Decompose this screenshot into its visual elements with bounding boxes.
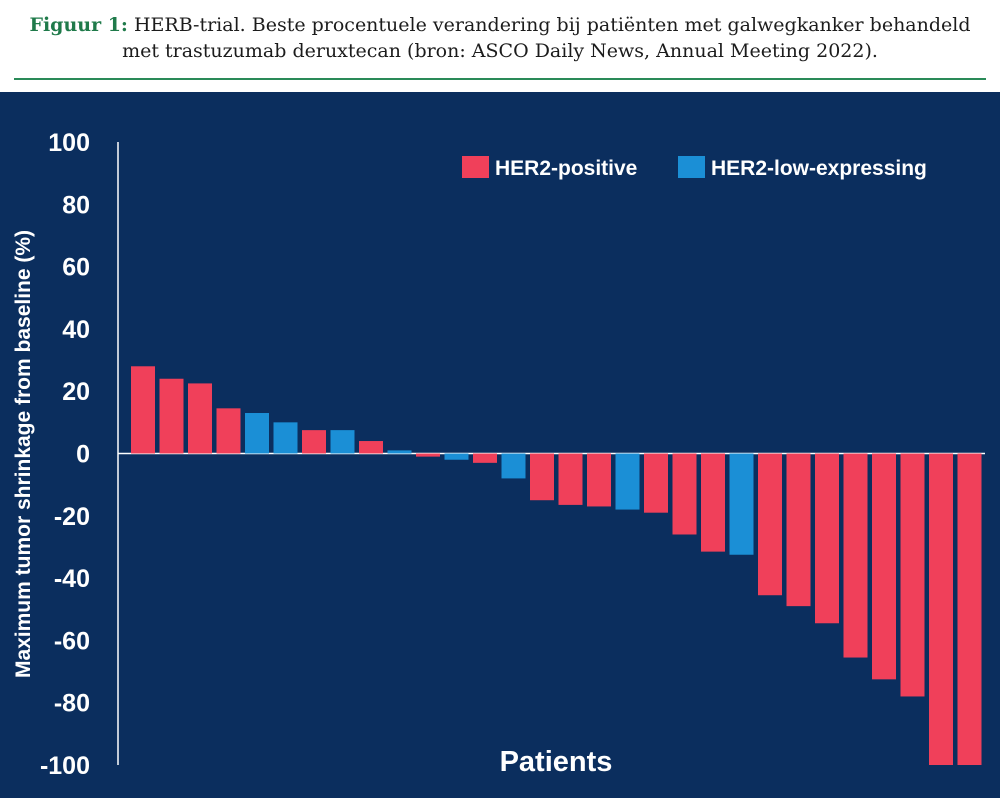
bar [786, 453, 811, 607]
legend-label: HER2-low-expressing [711, 157, 927, 180]
y-tick-label: -60 [54, 627, 90, 655]
legend-label: HER2-positive [495, 157, 637, 180]
bar [729, 453, 754, 555]
legend-swatch [462, 156, 489, 178]
chart-panel: 100 80 60 40 20 0 -20 -40 -60 -80 -100 Maximum tum… [0, 92, 1000, 798]
bar [387, 450, 412, 454]
caption-label: Figuur 1: [29, 14, 128, 36]
bar [587, 453, 611, 507]
y-tick-label: -20 [54, 503, 90, 531]
y-tick-label: -80 [54, 690, 90, 718]
bar [330, 430, 355, 454]
bar [929, 453, 953, 765]
bar [900, 453, 925, 697]
bar [444, 453, 469, 460]
bar [672, 453, 697, 535]
figure-caption: Figuur 1: HERB-trial. Beste procentuele … [0, 0, 1000, 92]
bar [530, 453, 554, 501]
bar [216, 408, 241, 454]
y-tick-label: 100 [48, 129, 90, 157]
y-tick-label: 60 [62, 254, 90, 282]
bar [872, 453, 896, 680]
y-tick-label: 80 [62, 191, 90, 219]
y-tick-label: -100 [40, 752, 90, 780]
x-axis-label: Patients [500, 746, 613, 778]
y-tick-label: 0 [76, 441, 90, 469]
bar [701, 453, 725, 552]
bar [273, 422, 298, 454]
bar-group [131, 366, 982, 765]
bar [758, 453, 782, 596]
legend-swatch [678, 156, 705, 178]
legend: HER2-positive HER2-low-expressing [462, 156, 927, 180]
y-axis-ticks: 100 80 60 40 20 0 -20 -40 -60 -80 -100 [40, 129, 90, 780]
bar [302, 430, 326, 454]
caption-divider [14, 78, 986, 80]
bar [159, 378, 184, 454]
y-axis-label: Maximum tumor shrinkage from baseline (%… [12, 230, 35, 678]
bar [188, 383, 212, 454]
bar [501, 453, 526, 479]
bar [815, 453, 839, 624]
y-tick-label: -40 [54, 565, 90, 593]
bar [957, 453, 982, 765]
y-tick-label: 40 [62, 316, 90, 344]
y-tick-label: 20 [62, 378, 90, 406]
caption-text: Figuur 1: HERB-trial. Beste procentuele … [10, 12, 990, 64]
bar [615, 453, 640, 510]
bar [558, 453, 583, 505]
bar [416, 453, 440, 457]
bar [473, 453, 497, 463]
bar [245, 413, 269, 454]
bar [359, 441, 383, 454]
bar [131, 366, 155, 454]
caption-body: HERB-trial. Beste procentuele veranderin… [122, 14, 971, 62]
bar [644, 453, 668, 513]
bar [843, 453, 868, 658]
waterfall-chart: 100 80 60 40 20 0 -20 -40 -60 -80 -100 Maximum tum… [12, 129, 985, 780]
